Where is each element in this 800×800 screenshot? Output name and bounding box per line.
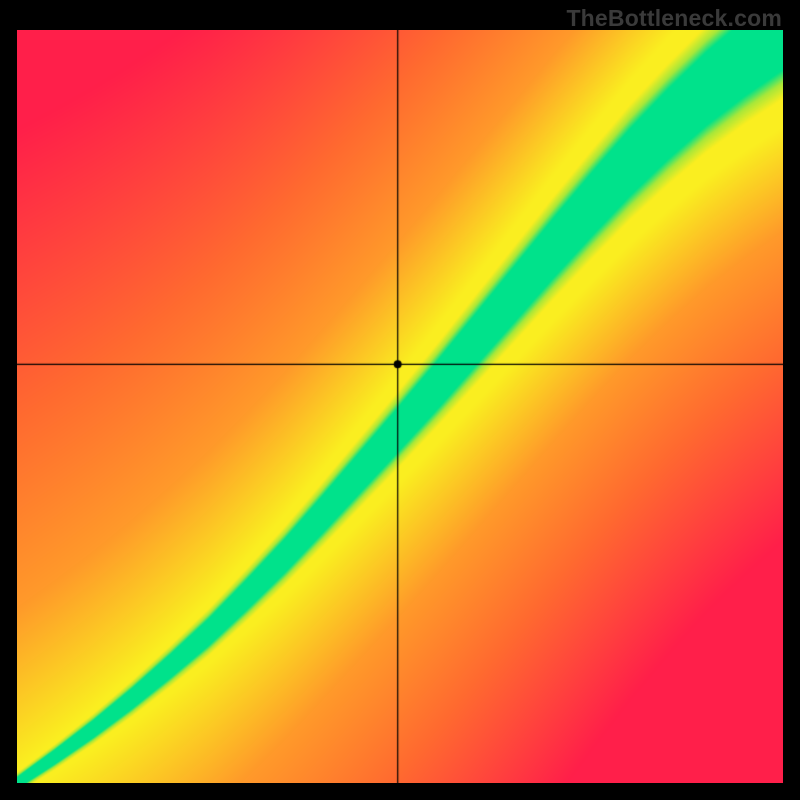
bottleneck-heatmap <box>17 30 783 783</box>
watermark-text: TheBottleneck.com <box>566 5 782 32</box>
